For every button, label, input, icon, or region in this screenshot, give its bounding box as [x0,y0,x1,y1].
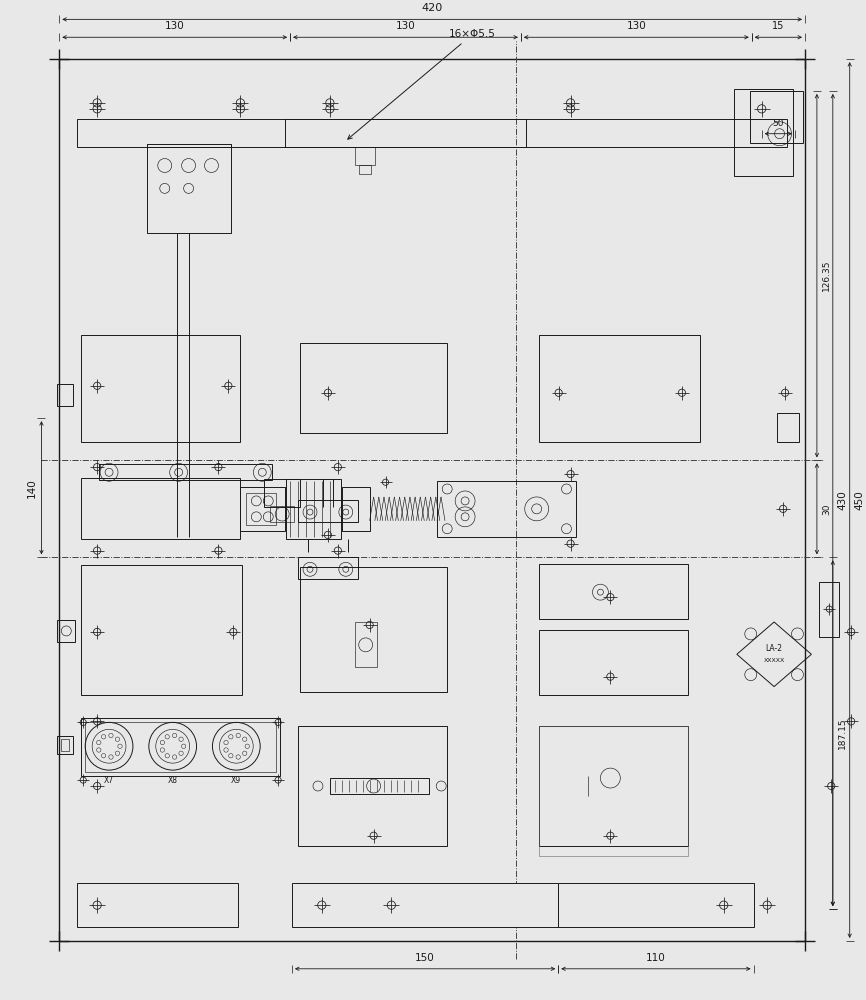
Bar [264,479,300,507]
Text: X7: X7 [104,776,114,785]
Bar [99,464,272,480]
Text: X8: X8 [168,776,178,785]
Bar [539,630,688,695]
Bar [247,493,276,525]
Text: XXXXX: XXXXX [764,658,785,663]
Text: 126.35: 126.35 [822,260,830,291]
Text: 130: 130 [626,21,646,31]
Text: 15: 15 [772,21,785,31]
Bar [60,59,805,941]
Bar [57,620,75,642]
Bar [77,119,787,147]
Bar [270,506,294,522]
Bar [330,778,430,794]
Text: 187.15: 187.15 [837,717,847,749]
Text: 16×Φ5.5: 16×Φ5.5 [348,29,496,139]
Bar [57,384,74,406]
Bar [81,478,240,539]
Bar [559,883,753,927]
Bar [85,722,276,772]
Bar [342,487,370,531]
Text: 450: 450 [855,490,864,510]
Text: X9: X9 [231,776,242,785]
Bar [241,487,285,531]
Bar [355,147,375,165]
Bar [300,567,447,692]
Bar [147,144,231,233]
Text: 420: 420 [422,3,443,13]
Text: 130: 130 [396,21,416,31]
Text: 140: 140 [27,478,36,498]
Bar [298,500,358,522]
Bar [61,739,69,751]
Bar [437,481,577,537]
Text: LA-2: LA-2 [766,644,783,653]
Bar [81,718,280,776]
Bar [57,736,74,754]
Bar [539,726,688,846]
Bar [359,165,371,174]
Bar [292,883,559,927]
Bar [81,565,242,695]
Bar [285,119,526,147]
Bar [734,89,793,176]
Bar [300,343,447,433]
Bar [539,335,700,442]
Text: 110: 110 [646,953,666,963]
Bar [286,479,341,539]
Text: 150: 150 [416,953,435,963]
Bar [355,622,377,667]
Text: 130: 130 [165,21,184,31]
Text: 430: 430 [837,490,848,510]
Bar [777,413,799,442]
Bar [750,91,803,143]
Bar [298,726,447,846]
Text: 50: 50 [772,119,784,128]
Text: 30: 30 [822,503,830,515]
Bar [819,582,839,637]
Bar [539,564,688,619]
Bar [539,726,688,856]
Bar [77,883,238,927]
Bar [81,335,240,442]
Bar [298,557,358,579]
